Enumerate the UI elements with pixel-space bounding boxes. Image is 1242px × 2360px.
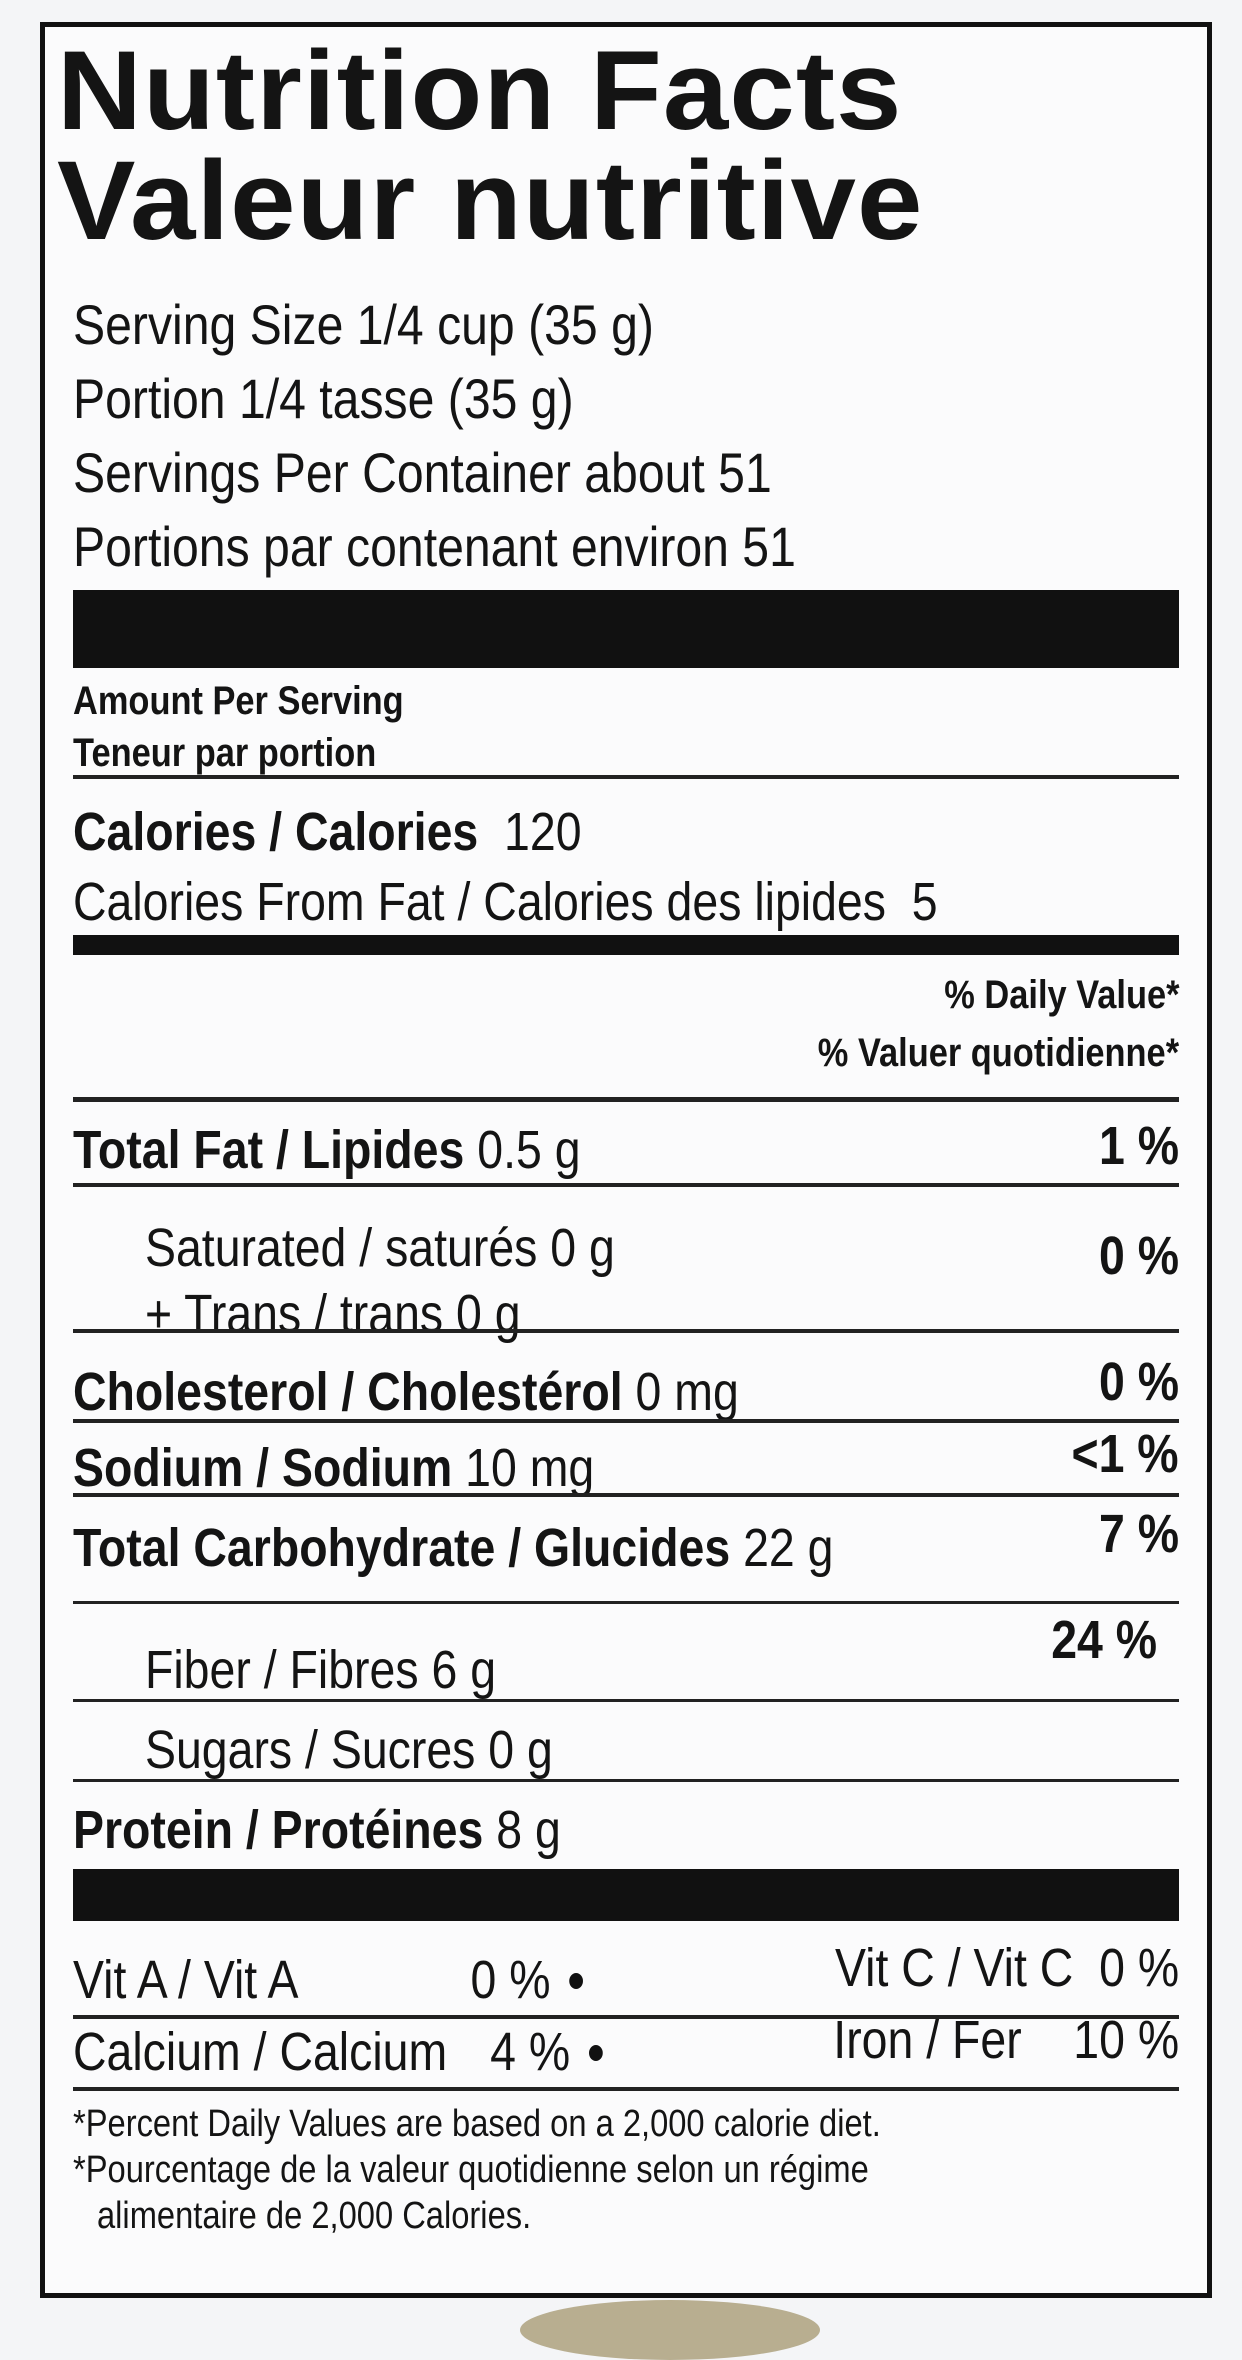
portion: Portion 1/4 tasse (35 g) xyxy=(73,367,574,430)
vitamin-label: Iron / Fer xyxy=(833,2010,1022,2070)
divider xyxy=(73,1601,1179,1604)
product-background xyxy=(520,2300,820,2360)
vitamin-c: Vit C / Vit C 0 % xyxy=(835,1939,1179,1997)
nutrient-dv: 7 % xyxy=(1098,1504,1179,1564)
nutrient-amount: 0 g xyxy=(488,1720,553,1780)
serving-size: Serving Size 1/4 cup (35 g) xyxy=(73,293,654,356)
title-fr: Valeur nutritive xyxy=(57,138,924,263)
divider xyxy=(73,2015,1179,2019)
vitamin-value: 0 % xyxy=(470,1950,551,2010)
nutrient-label: Fiber / Fibres xyxy=(145,1640,419,1700)
divider xyxy=(73,1699,1179,1702)
nutrient-row-trans: + Trans / trans 0 g xyxy=(145,1285,521,1343)
nutrient-label: + Trans / trans xyxy=(145,1284,444,1344)
nutrient-dv: 0 % xyxy=(1098,1352,1179,1412)
divider xyxy=(73,2087,1179,2091)
thick-divider xyxy=(73,590,1179,668)
nutrient-label: Protein / Protéines xyxy=(73,1800,484,1860)
nutrient-amount: 10 mg xyxy=(465,1438,595,1498)
bullet-icon xyxy=(569,1972,584,1989)
thick-divider xyxy=(73,1869,1179,1921)
footnote-fr-1: *Pourcentage de la valeur quotidienne se… xyxy=(73,2149,869,2191)
footnote-fr-2: alimentaire de 2,000 Calories. xyxy=(97,2195,532,2237)
nutrient-row-cholesterol: Cholesterol / Cholestérol 0 mg xyxy=(73,1363,739,1421)
nutrient-row-protein: Protein / Protéines 8 g xyxy=(73,1801,561,1859)
nutrient-row-total-fat: Total Fat / Lipides 0.5 g xyxy=(73,1121,581,1179)
vitamin-value: 0 % xyxy=(1098,1938,1179,1998)
nutrient-amount: 0 g xyxy=(456,1284,521,1344)
calories-fat-value: 5 xyxy=(911,872,938,932)
nutrient-dv: 1 % xyxy=(1098,1116,1179,1176)
vitamin-label: Vit A / Vit A xyxy=(73,1950,299,2010)
nutrient-amount: 0.5 g xyxy=(477,1120,581,1180)
calories-row: Calories / Calories 120 xyxy=(73,803,582,861)
vitamin-a: Vit A / Vit A 0 % xyxy=(73,1951,602,2009)
nutrient-row-saturated: Saturated / saturés 0 g xyxy=(145,1219,615,1277)
nutrient-row-fiber: Fiber / Fibres 6 g xyxy=(145,1641,496,1699)
divider xyxy=(73,1097,1179,1102)
divider xyxy=(73,1329,1179,1333)
iron: Iron / Fer 10 % xyxy=(833,2011,1179,2069)
amount-per-serving: Amount Per Serving xyxy=(73,679,404,723)
vitamin-label: Vit C / Vit C xyxy=(834,1938,1074,1998)
divider xyxy=(73,1493,1179,1497)
nutrient-label: Sugars / Sucres xyxy=(145,1720,476,1780)
title-en: Nutrition Facts xyxy=(57,28,903,153)
divider xyxy=(73,1779,1179,1782)
nutrient-amount: 0 g xyxy=(550,1218,615,1278)
dv-header-fr: % Valuer quotidienne* xyxy=(817,1031,1179,1075)
teneur-par-portion: Teneur par portion xyxy=(73,731,377,775)
divider xyxy=(73,775,1179,779)
medium-divider xyxy=(73,935,1179,955)
vitamin-label: Calcium / Calcium xyxy=(73,2022,448,2082)
bullet-icon xyxy=(589,2044,603,2061)
nutrient-dv: 24 % xyxy=(1051,1610,1157,1670)
portions-par-contenant: Portions par contenant environ 51 xyxy=(73,515,796,578)
nutrient-dv: <1 % xyxy=(1071,1424,1179,1484)
dv-header-en: % Daily Value* xyxy=(943,973,1179,1017)
nutrient-label: Saturated / saturés xyxy=(145,1218,538,1278)
nutrition-facts-label: Nutrition Facts Valeur nutritive Serving… xyxy=(40,22,1212,2298)
calories-value: 120 xyxy=(504,802,582,862)
nutrient-amount: 0 mg xyxy=(635,1362,739,1422)
calories-label: Calories / Calories xyxy=(73,802,479,862)
vitamin-value: 4 % xyxy=(490,2022,571,2082)
nutrient-row-sodium: Sodium / Sodium 10 mg xyxy=(73,1439,594,1497)
nutrient-dv: 0 % xyxy=(1098,1226,1179,1286)
nutrient-label: Total Fat / Lipides xyxy=(73,1120,465,1180)
calories-fat-row: Calories From Fat / Calories des lipides… xyxy=(73,873,938,931)
nutrient-label: Total Carbohydrate / Glucides xyxy=(73,1518,731,1578)
nutrient-row-sugars: Sugars / Sucres 0 g xyxy=(145,1721,553,1779)
nutrient-label: Sodium / Sodium xyxy=(73,1438,453,1498)
servings-per-container: Servings Per Container about 51 xyxy=(73,441,772,504)
nutrient-label: Cholesterol / Cholestérol xyxy=(73,1362,623,1422)
vitamin-value: 10 % xyxy=(1073,2010,1179,2070)
divider xyxy=(73,1419,1179,1423)
footnote-en: *Percent Daily Values are based on a 2,0… xyxy=(73,2103,881,2145)
nutrient-amount: 22 g xyxy=(743,1518,834,1578)
calories-fat-label: Calories From Fat / Calories des lipides xyxy=(73,872,886,932)
nutrient-amount: 6 g xyxy=(431,1640,497,1700)
nutrient-row-carbohydrate: Total Carbohydrate / Glucides 22 g xyxy=(73,1519,833,1577)
nutrient-amount: 8 g xyxy=(496,1800,561,1860)
calcium: Calcium / Calcium 4 % xyxy=(73,2023,622,2081)
divider xyxy=(73,1183,1179,1187)
